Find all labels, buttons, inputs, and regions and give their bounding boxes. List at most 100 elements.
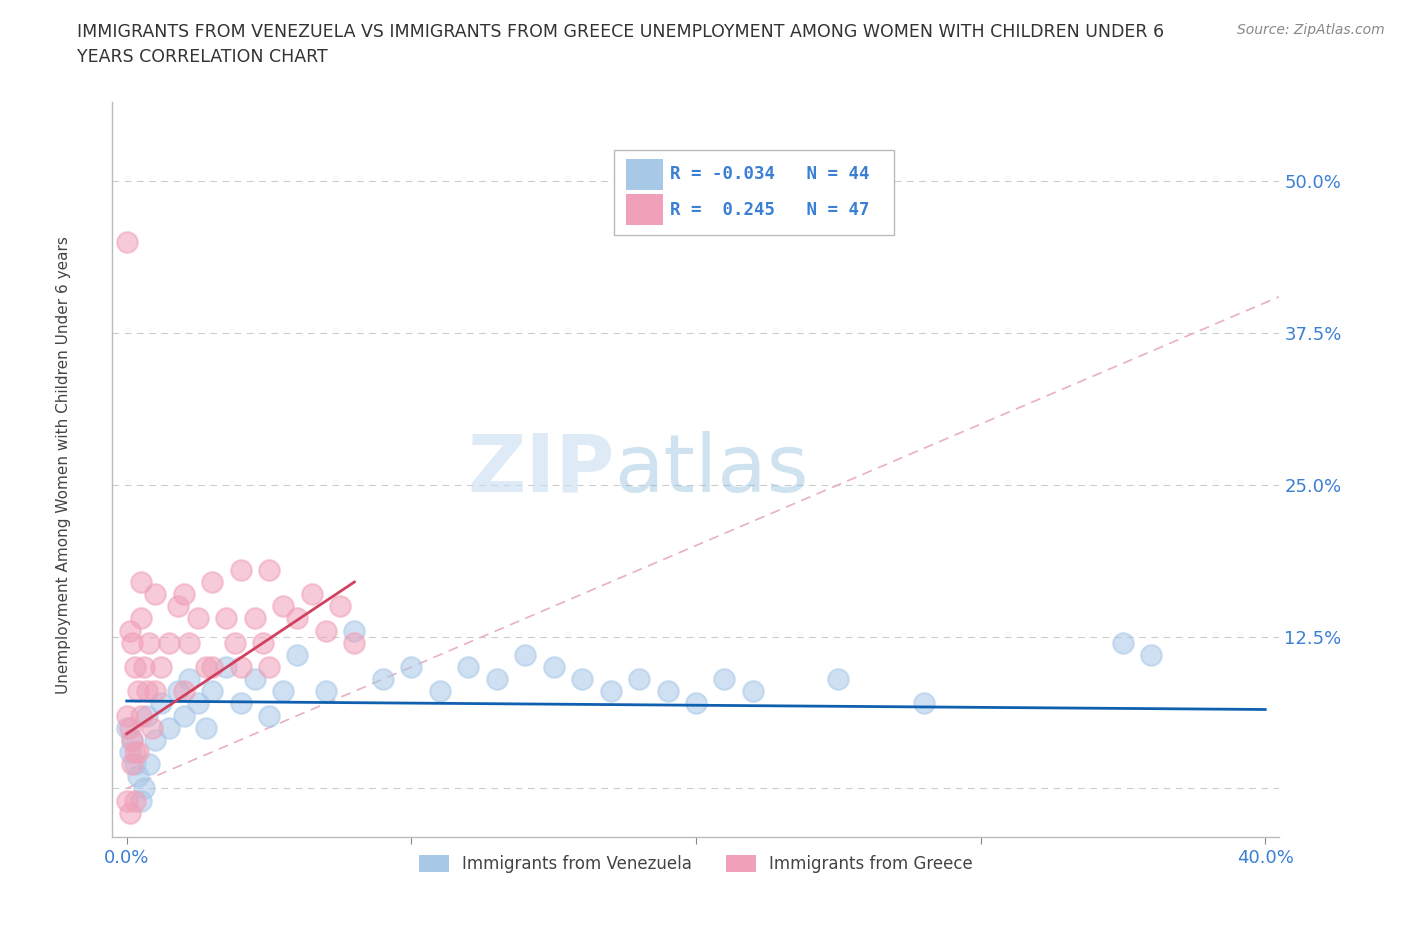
FancyBboxPatch shape <box>626 194 664 225</box>
Point <box>115 793 138 808</box>
Text: ZIP: ZIP <box>467 431 614 509</box>
Point <box>287 611 309 626</box>
Point <box>243 611 266 626</box>
Point <box>115 234 138 249</box>
Point <box>118 745 141 760</box>
Point <box>124 659 146 674</box>
Point <box>173 587 195 602</box>
Point <box>179 671 201 686</box>
Point <box>343 623 366 638</box>
Point <box>132 659 155 674</box>
Point <box>129 793 152 808</box>
Text: IMMIGRANTS FROM VENEZUELA VS IMMIGRANTS FROM GREECE UNEMPLOYMENT AMONG WOMEN WIT: IMMIGRANTS FROM VENEZUELA VS IMMIGRANTS … <box>77 23 1164 41</box>
Point <box>243 671 266 686</box>
Point <box>127 684 149 698</box>
Point <box>229 696 252 711</box>
Point <box>143 733 166 748</box>
Point <box>201 575 224 590</box>
Point <box>135 684 157 698</box>
Point <box>543 659 565 674</box>
Point <box>129 575 152 590</box>
Point <box>143 684 166 698</box>
Point <box>401 659 423 674</box>
Text: R = -0.034   N = 44: R = -0.034 N = 44 <box>671 166 870 183</box>
Point <box>229 659 252 674</box>
Text: Unemployment Among Women with Children Under 6 years: Unemployment Among Women with Children U… <box>56 236 70 694</box>
Point <box>129 611 152 626</box>
Point <box>271 599 294 614</box>
Point <box>143 587 166 602</box>
Point <box>741 684 763 698</box>
Point <box>628 671 651 686</box>
Point <box>315 623 337 638</box>
Point <box>118 623 141 638</box>
Point <box>132 781 155 796</box>
Point <box>215 611 238 626</box>
Point <box>135 708 157 723</box>
Point <box>138 635 160 650</box>
Text: atlas: atlas <box>614 431 808 509</box>
Point <box>257 708 280 723</box>
Point <box>229 563 252 578</box>
Point <box>1112 635 1135 650</box>
Point <box>118 805 141 820</box>
Point <box>179 635 201 650</box>
Point <box>827 671 849 686</box>
Point <box>195 720 218 735</box>
Point <box>571 671 593 686</box>
Point <box>167 599 190 614</box>
Point <box>121 757 143 772</box>
Point <box>141 720 163 735</box>
Point <box>685 696 707 711</box>
Point <box>157 635 180 650</box>
Point <box>343 635 366 650</box>
Point <box>252 635 274 650</box>
Point <box>127 745 149 760</box>
Point <box>287 647 309 662</box>
Point <box>224 635 246 650</box>
Point <box>173 684 195 698</box>
Point <box>301 587 323 602</box>
Point <box>912 696 935 711</box>
Point <box>127 769 149 784</box>
Point <box>167 684 190 698</box>
FancyBboxPatch shape <box>626 159 664 190</box>
Point <box>121 733 143 748</box>
Point <box>157 720 180 735</box>
Point <box>201 659 224 674</box>
Point <box>201 684 224 698</box>
Point <box>215 659 238 674</box>
Point <box>118 720 141 735</box>
Point <box>115 720 138 735</box>
Point <box>515 647 537 662</box>
Text: YEARS CORRELATION CHART: YEARS CORRELATION CHART <box>77 48 328 66</box>
FancyBboxPatch shape <box>614 150 894 234</box>
Text: Source: ZipAtlas.com: Source: ZipAtlas.com <box>1237 23 1385 37</box>
Point <box>257 659 280 674</box>
Point <box>1140 647 1163 662</box>
Point <box>187 696 209 711</box>
Point <box>329 599 352 614</box>
Point <box>124 745 146 760</box>
Point <box>485 671 508 686</box>
Point <box>713 671 735 686</box>
Point <box>173 708 195 723</box>
Point <box>124 793 146 808</box>
Point <box>657 684 679 698</box>
Point <box>195 659 218 674</box>
Point <box>271 684 294 698</box>
Point <box>115 708 138 723</box>
Point <box>124 757 146 772</box>
Point <box>129 708 152 723</box>
Legend: Immigrants from Venezuela, Immigrants from Greece: Immigrants from Venezuela, Immigrants fr… <box>412 848 980 880</box>
Point <box>121 635 143 650</box>
Point <box>149 659 172 674</box>
Point <box>121 733 143 748</box>
Text: R =  0.245   N = 47: R = 0.245 N = 47 <box>671 201 870 219</box>
Point <box>187 611 209 626</box>
Point <box>429 684 451 698</box>
Point <box>257 563 280 578</box>
Point <box>371 671 394 686</box>
Point <box>149 696 172 711</box>
Point <box>599 684 621 698</box>
